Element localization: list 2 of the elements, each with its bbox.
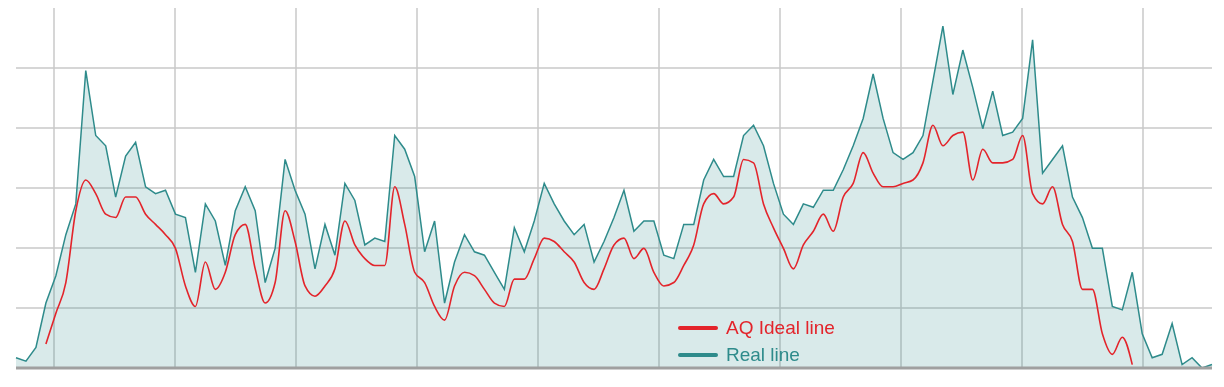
- legend-label: Real line: [726, 343, 800, 366]
- legend-label: AQ Ideal line: [726, 316, 835, 339]
